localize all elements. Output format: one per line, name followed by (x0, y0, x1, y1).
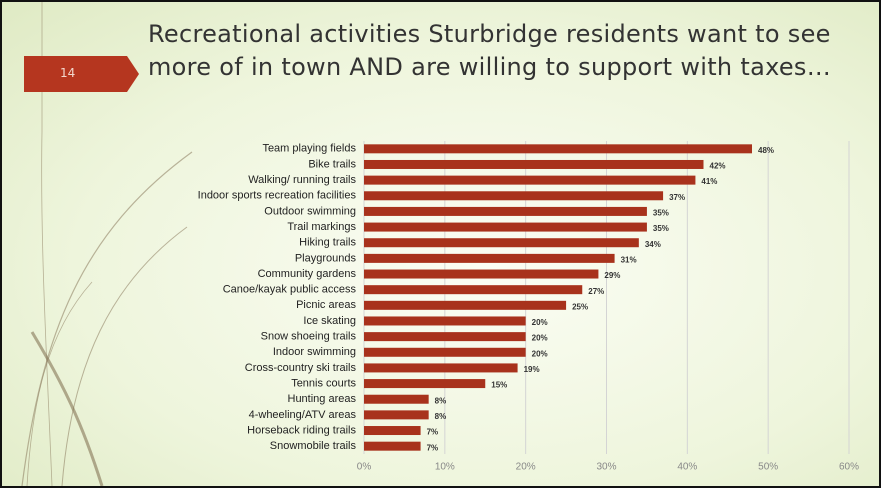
category-label: Indoor sports recreation facilities (198, 190, 357, 202)
value-label: 15% (491, 381, 507, 390)
bar (364, 441, 421, 451)
bar (364, 159, 704, 169)
value-label: 37% (669, 193, 685, 202)
value-label: 7% (427, 428, 439, 437)
bar (364, 379, 486, 389)
slide-title: Recreational activities Sturbridge resid… (148, 20, 832, 81)
slide-number: 14 (60, 66, 76, 80)
category-label: Team playing fields (262, 143, 356, 155)
x-tick-label: 0% (357, 462, 372, 473)
value-label: 34% (645, 240, 661, 249)
bar (364, 347, 526, 357)
bar (364, 410, 429, 420)
category-label: Picnic areas (296, 299, 356, 311)
bar (364, 285, 583, 295)
bar (364, 191, 664, 201)
bar (364, 332, 526, 342)
category-label: Community gardens (258, 268, 357, 280)
value-label: 27% (588, 287, 604, 296)
category-label: Snow shoeing trails (261, 331, 357, 343)
value-label: 42% (710, 162, 726, 171)
bar (364, 316, 526, 326)
category-label: Tennis courts (291, 377, 356, 389)
value-label: 20% (532, 318, 548, 327)
value-label: 35% (653, 224, 669, 233)
category-label: Ice skating (303, 315, 356, 327)
x-tick-label: 20% (516, 462, 536, 473)
bar (364, 238, 639, 248)
category-label: Playgrounds (295, 252, 357, 264)
value-label: 48% (758, 146, 774, 155)
bar (364, 253, 615, 263)
category-label: Canoe/kayak public access (223, 284, 357, 296)
slide-number-tag (24, 56, 139, 92)
value-label: 7% (427, 443, 439, 452)
value-label: 31% (621, 255, 637, 264)
value-label: 20% (532, 349, 548, 358)
category-label: Snowmobile trails (270, 440, 357, 452)
bar (364, 206, 647, 216)
value-label: 8% (435, 396, 447, 405)
x-tick-label: 50% (758, 462, 778, 473)
x-tick-label: 10% (435, 462, 455, 473)
category-label: Cross-country ski trails (245, 362, 357, 374)
bar (364, 222, 647, 232)
category-label: Indoor swimming (273, 346, 356, 358)
value-label: 19% (524, 365, 540, 374)
value-label: 41% (701, 177, 717, 186)
decoration (21, 2, 193, 486)
category-label: Trail markings (287, 221, 356, 233)
category-label: Hiking trails (299, 237, 356, 249)
bar (364, 394, 429, 404)
value-label: 8% (435, 412, 447, 421)
bar (364, 269, 599, 279)
bar (364, 426, 421, 436)
category-label: Walking/ running trails (248, 174, 356, 186)
value-label: 25% (572, 302, 588, 311)
category-label: Outdoor swimming (264, 205, 356, 217)
category-label: Hunting areas (288, 393, 357, 405)
value-label: 20% (532, 334, 548, 343)
value-label: 35% (653, 209, 669, 218)
x-tick-label: 60% (839, 462, 859, 473)
value-label: 29% (604, 271, 620, 280)
x-tick-label: 40% (677, 462, 697, 473)
bar (364, 175, 696, 185)
category-label: 4-wheeling/ATV areas (249, 409, 357, 421)
bar (364, 363, 518, 373)
x-tick-label: 30% (596, 462, 616, 473)
bar (364, 144, 752, 154)
bar (364, 300, 567, 310)
category-label: Horseback riding trails (247, 424, 356, 436)
category-label: Bike trails (308, 158, 356, 170)
